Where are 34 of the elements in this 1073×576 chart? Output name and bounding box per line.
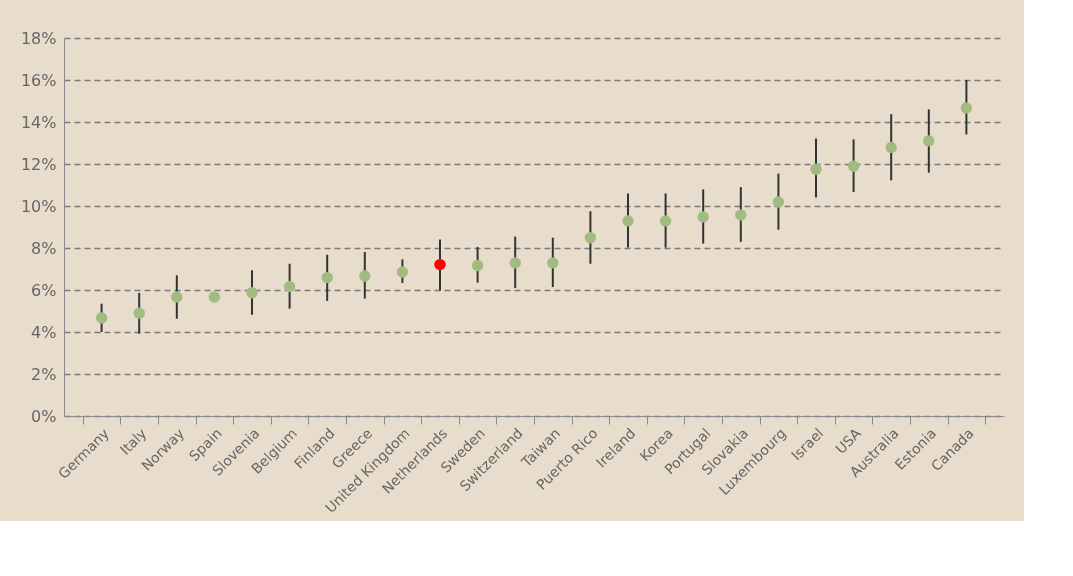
y-tick-label: 10%	[20, 196, 57, 216]
point	[697, 211, 709, 223]
y-tick-label: 2%	[31, 364, 57, 384]
point	[95, 312, 108, 324]
point	[810, 163, 822, 175]
point	[735, 209, 747, 221]
point	[960, 102, 973, 114]
point	[434, 258, 446, 271]
y-tick-label: 16%	[20, 70, 57, 90]
point	[283, 280, 296, 293]
point	[847, 160, 860, 172]
point	[772, 196, 785, 208]
point	[584, 232, 597, 244]
point	[471, 259, 484, 272]
point	[133, 307, 145, 319]
y-tick-label: 6%	[31, 280, 57, 300]
y-tick-label: 18%	[20, 28, 57, 48]
point	[246, 287, 258, 299]
point	[359, 270, 371, 282]
point	[509, 257, 521, 269]
point	[885, 141, 897, 154]
y-tick-label: 8%	[31, 238, 57, 258]
point	[321, 271, 333, 284]
point	[208, 291, 221, 303]
point	[923, 135, 935, 147]
point	[547, 257, 559, 269]
y-tick-label: 14%	[20, 112, 57, 132]
point	[659, 215, 672, 227]
y-tick-label: 4%	[31, 322, 57, 342]
point	[171, 291, 183, 303]
point	[622, 215, 634, 227]
point	[396, 266, 409, 278]
y-tick-label: 12%	[20, 154, 57, 174]
y-tick-label: 0%	[31, 406, 57, 426]
